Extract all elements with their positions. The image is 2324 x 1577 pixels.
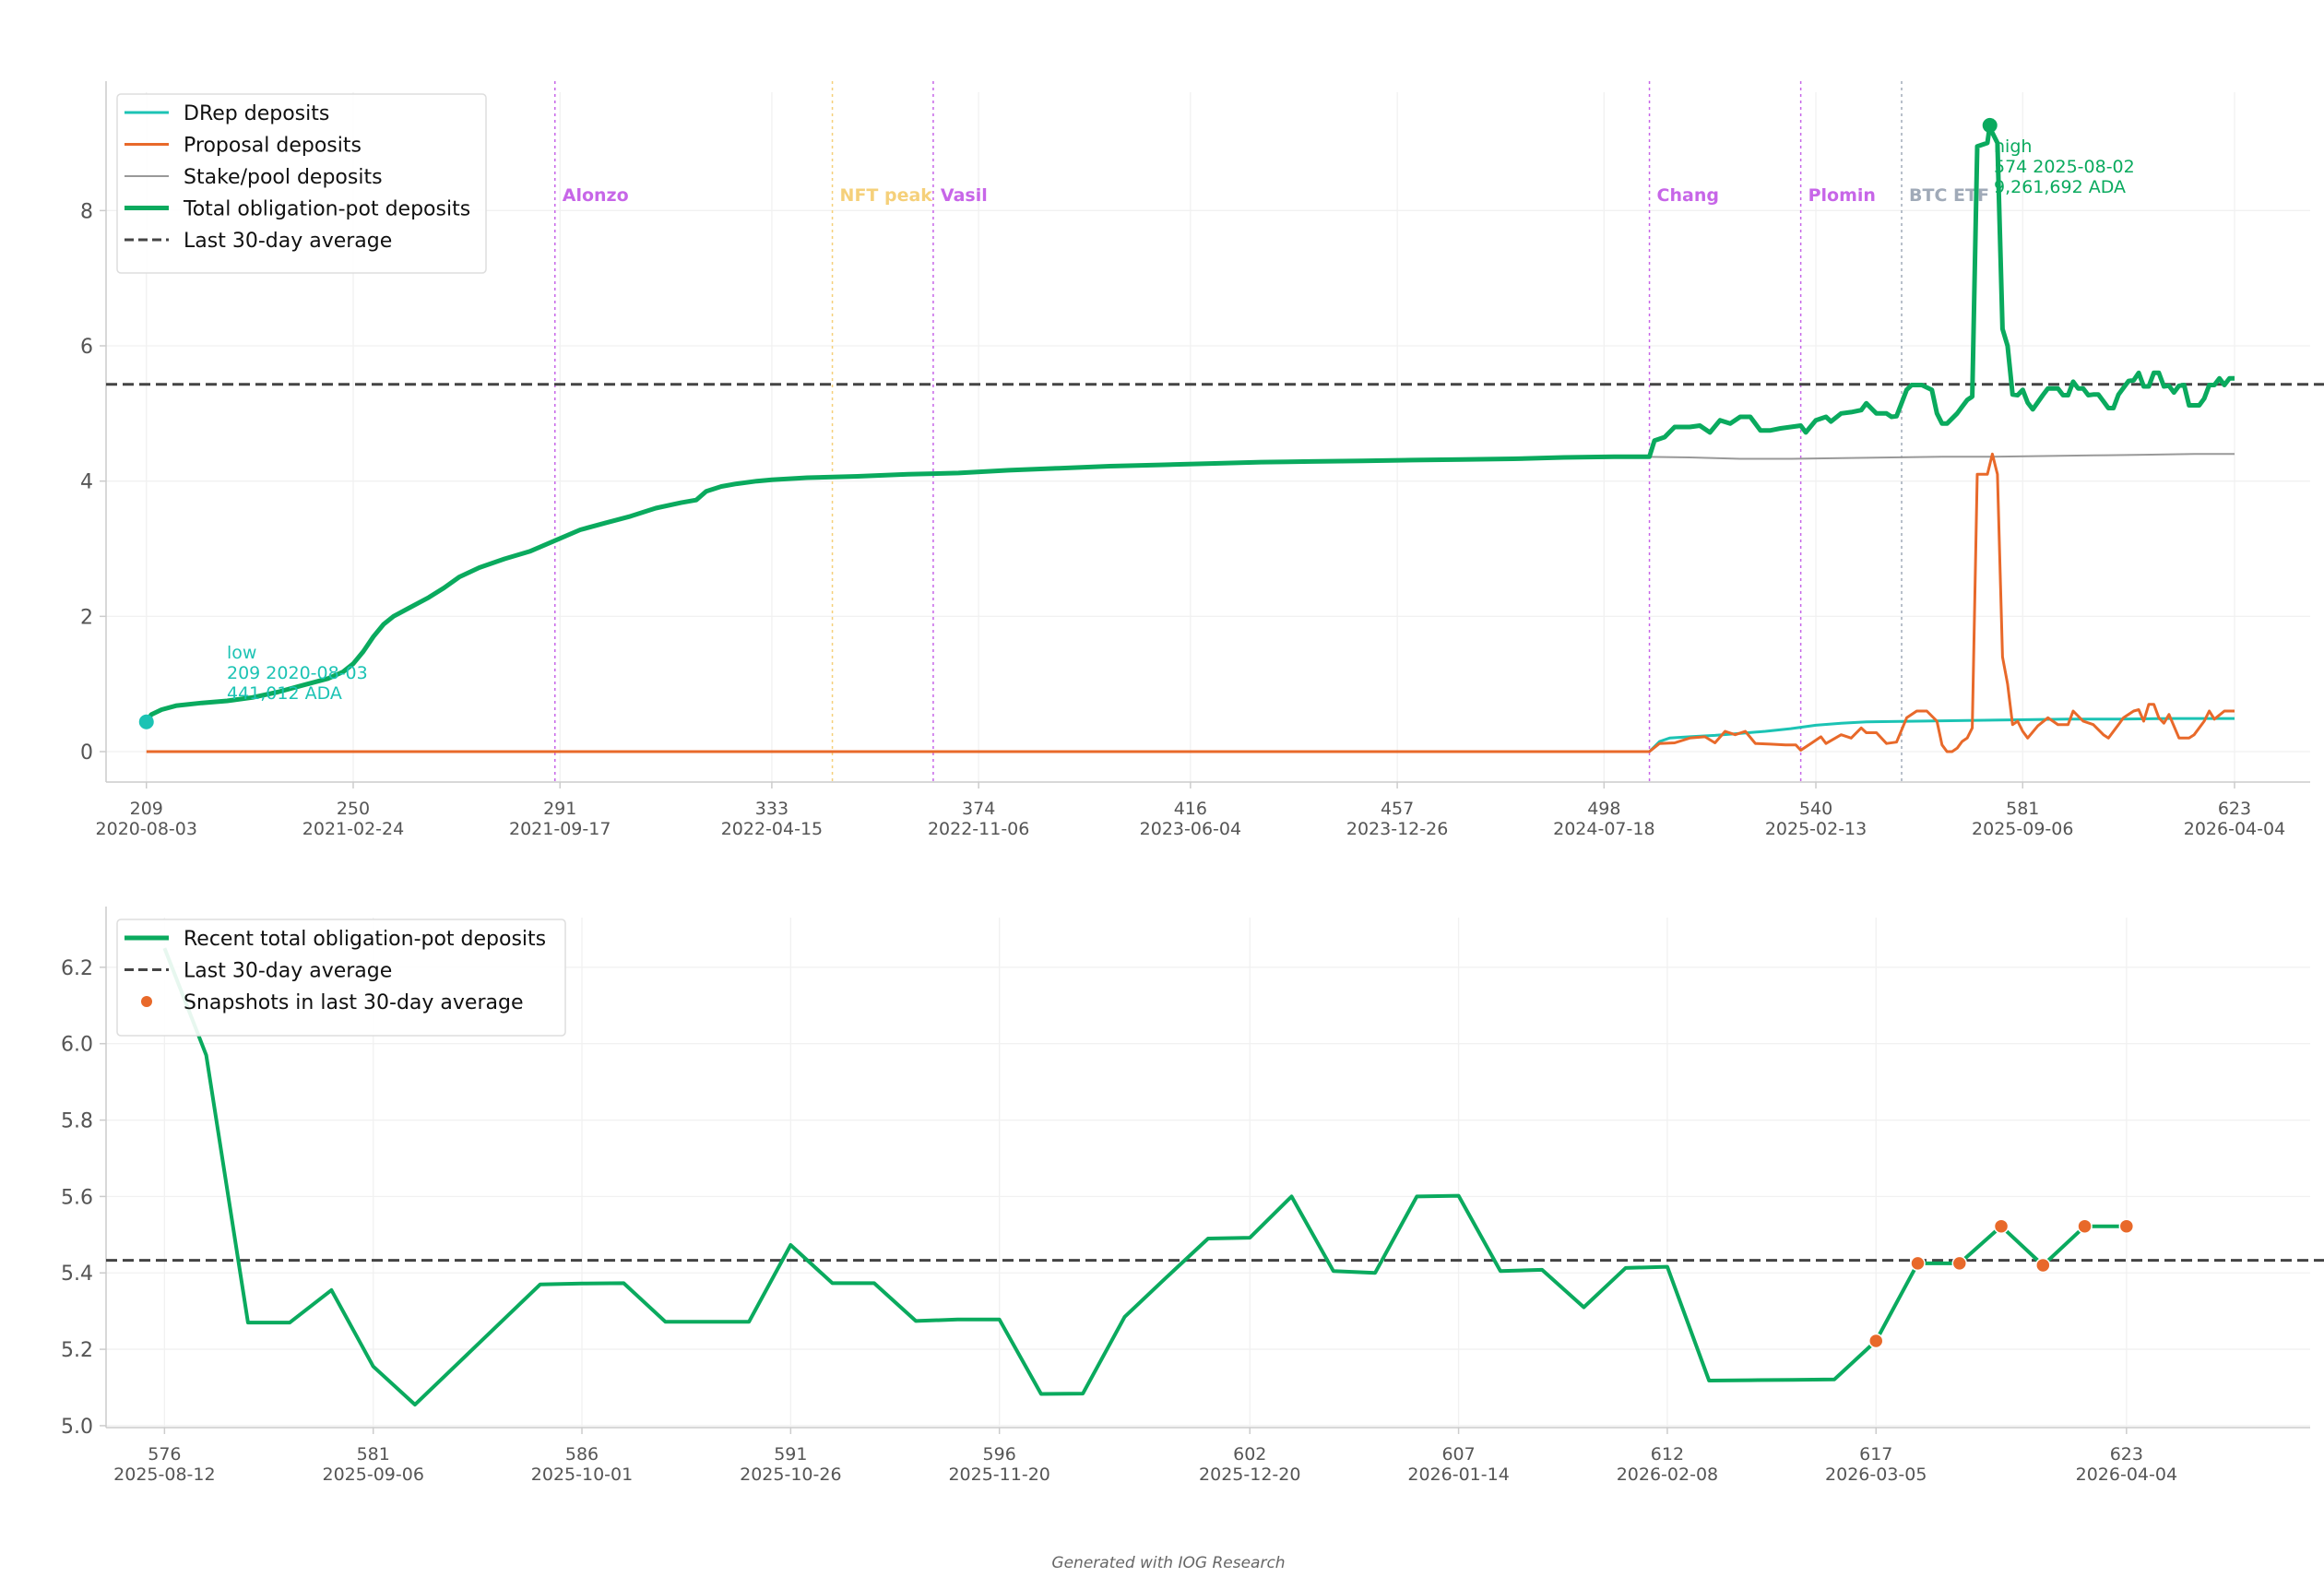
legend-box [116, 93, 487, 274]
x-tick-label: 586 [565, 1444, 599, 1464]
x-tick-label: 416 [1174, 799, 1207, 819]
series-line-drep-deposits [1648, 717, 2235, 753]
x-tick-label: 623 [2218, 799, 2251, 819]
x-tick-date-label: 2020-08-03 [96, 819, 197, 839]
x-tick-label: 602 [1233, 1444, 1266, 1464]
x-tick-date-label: 2024-07-18 [1553, 819, 1654, 839]
snapshot-point [2118, 1218, 2135, 1234]
x-tick-date-label: 2026-03-05 [1825, 1464, 1927, 1485]
snapshot-point [1993, 1218, 2010, 1234]
event-label: Vasil [941, 185, 988, 206]
bottom-legend: Recent total obligation-pot deposits Last… [116, 919, 566, 1037]
y-tick-label: 5.8 [61, 1110, 93, 1133]
x-tick-date-label: 2025-10-26 [740, 1464, 841, 1485]
top-legend: DRep deposits Proposal deposits Stake/pool… [116, 93, 487, 274]
x-tick-date-label: 2026-04-04 [2184, 819, 2285, 839]
x-tick-date-label: 2026-01-14 [1407, 1464, 1509, 1485]
legend-label: Proposal deposits [184, 135, 362, 158]
bottom-panel: 5.05.25.45.65.86.06.25762025-08-12581202… [61, 907, 2324, 1485]
high-annotation-text: high [1994, 136, 2032, 157]
x-tick-label: 498 [1587, 799, 1620, 819]
legend-label: Last 30-day average [184, 960, 392, 983]
low-annotation-text: 441,012 ADA [227, 683, 342, 704]
x-tick-date-label: 2025-08-12 [113, 1464, 215, 1485]
top-panel: Alonzo NFT peak Vasil Chang Plomin BTC ETF 0 2… [80, 81, 2324, 839]
x-tick-label: 374 [962, 799, 995, 819]
snapshot-point [2035, 1257, 2051, 1274]
x-tick-label: 596 [983, 1444, 1016, 1464]
x-tick-label: 581 [357, 1444, 390, 1464]
y-tick-label: 6 [80, 336, 93, 359]
snapshot-point [1951, 1255, 1968, 1272]
series-line-total-obligation-pot-deposits [144, 123, 2235, 724]
x-tick-label: 333 [755, 799, 788, 819]
snapshot-point [2077, 1218, 2093, 1234]
x-tick-label: 250 [337, 799, 370, 819]
x-tick-label: 607 [1441, 1444, 1475, 1464]
event-label: BTC ETF [1909, 185, 1989, 206]
event-label: Chang [1657, 185, 1719, 206]
x-tick-date-label: 2023-12-26 [1346, 819, 1448, 839]
x-tick-label: 612 [1651, 1444, 1684, 1464]
x-tick-date-label: 2023-06-04 [1140, 819, 1241, 839]
x-tick-label: 591 [774, 1444, 807, 1464]
event-label: NFT peak [840, 185, 933, 206]
x-tick-date-label: 2025-12-20 [1199, 1464, 1300, 1485]
x-tick-label: 291 [543, 799, 576, 819]
footer-credit: Generated with IOG Research [1051, 1554, 1285, 1572]
x-tick-date-label: 2026-02-08 [1617, 1464, 1718, 1485]
y-tick-label: 6.2 [61, 957, 93, 980]
snapshot-point [1868, 1333, 1884, 1349]
high-annotation-text: 9,261,692 ADA [1994, 177, 2126, 197]
y-tick-label: 5.0 [61, 1416, 93, 1439]
x-tick-date-label: 2021-02-24 [302, 819, 404, 839]
legend-snapshot-swatch [141, 996, 152, 1007]
y-tick-label: 0 [80, 741, 93, 765]
x-tick-label: 617 [1859, 1444, 1892, 1464]
x-tick-date-label: 2025-09-06 [322, 1464, 423, 1485]
low-marker [138, 714, 154, 729]
low-annotation-text: low [227, 643, 256, 663]
snapshot-point [1910, 1255, 1926, 1272]
x-tick-date-label: 2026-04-04 [2076, 1464, 2177, 1485]
x-tick-label: 457 [1381, 799, 1414, 819]
y-tick-label: 5.4 [61, 1263, 93, 1286]
legend-label: Total obligation-pot deposits [183, 198, 470, 221]
series-line-stake-pool-deposits [1639, 453, 2235, 460]
y-tick-label: 6.0 [61, 1034, 93, 1057]
high-annotation-text: 574 2025-08-02 [1994, 157, 2135, 177]
x-tick-date-label: 2022-11-06 [928, 819, 1029, 839]
x-tick-date-label: 2021-09-17 [509, 819, 611, 839]
x-tick-label: 581 [2006, 799, 2039, 819]
legend-label: Snapshots in last 30-day average [184, 991, 523, 1014]
x-tick-date-label: 2025-02-13 [1765, 819, 1867, 839]
series-line-recent-total-obligation-pot-deposits [162, 947, 2127, 1407]
series-line-proposal-deposits [146, 452, 2235, 753]
y-tick-label: 5.2 [61, 1339, 93, 1362]
y-tick-label: 4 [80, 471, 93, 494]
y-tick-label: 5.6 [61, 1186, 93, 1209]
x-tick-label: 209 [130, 799, 163, 819]
event-label: Alonzo [563, 185, 629, 206]
x-tick-date-label: 2025-10-01 [531, 1464, 633, 1485]
x-tick-label: 540 [1799, 799, 1832, 819]
legend-label: DRep deposits [184, 102, 329, 125]
legend-box [116, 919, 566, 1037]
event-label: Plomin [1808, 185, 1876, 206]
legend-label: Last 30-day average [184, 230, 392, 253]
y-tick-label: 8 [80, 200, 93, 223]
x-tick-date-label: 2025-11-20 [948, 1464, 1049, 1485]
x-tick-date-label: 2025-09-06 [1972, 819, 2073, 839]
legend-label: Stake/pool deposits [184, 166, 383, 189]
high-marker [1982, 117, 1998, 133]
x-tick-label: 576 [148, 1444, 181, 1464]
low-annotation-text: 209 2020-08-03 [227, 663, 368, 683]
y-tick-label: 2 [80, 606, 93, 629]
x-tick-label: 623 [2110, 1444, 2143, 1464]
legend-label: Recent total obligation-pot deposits [184, 928, 546, 951]
x-tick-date-label: 2022-04-15 [721, 819, 823, 839]
